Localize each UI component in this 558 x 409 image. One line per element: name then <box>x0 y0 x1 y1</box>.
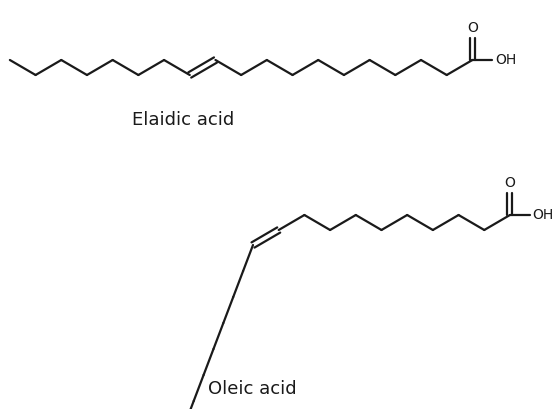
Text: OH: OH <box>495 53 516 67</box>
Text: OH: OH <box>533 208 554 222</box>
Text: O: O <box>504 176 516 190</box>
Text: Oleic acid: Oleic acid <box>208 380 296 398</box>
Text: Elaidic acid: Elaidic acid <box>132 111 234 129</box>
Text: O: O <box>467 21 478 35</box>
